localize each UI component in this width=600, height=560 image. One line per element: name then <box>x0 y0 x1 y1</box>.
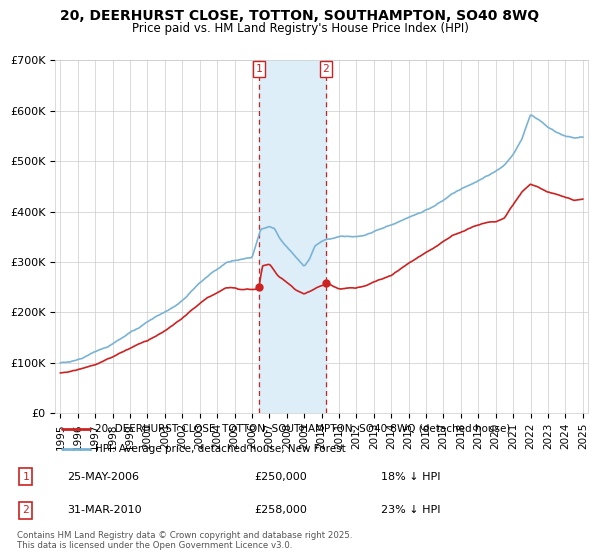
Text: 1: 1 <box>256 64 262 74</box>
Text: 2: 2 <box>22 505 29 515</box>
Text: 18% ↓ HPI: 18% ↓ HPI <box>380 472 440 482</box>
Text: 20, DEERHURST CLOSE, TOTTON, SOUTHAMPTON, SO40 8WQ: 20, DEERHURST CLOSE, TOTTON, SOUTHAMPTON… <box>61 9 539 23</box>
Text: £250,000: £250,000 <box>254 472 307 482</box>
Text: Contains HM Land Registry data © Crown copyright and database right 2025.
This d: Contains HM Land Registry data © Crown c… <box>17 531 352 550</box>
Text: £258,000: £258,000 <box>254 505 307 515</box>
Text: 23% ↓ HPI: 23% ↓ HPI <box>380 505 440 515</box>
Text: HPI: Average price, detached house, New Forest: HPI: Average price, detached house, New … <box>95 444 346 454</box>
Text: Price paid vs. HM Land Registry's House Price Index (HPI): Price paid vs. HM Land Registry's House … <box>131 22 469 35</box>
Text: 20, DEERHURST CLOSE, TOTTON, SOUTHAMPTON, SO40 8WQ (detached house): 20, DEERHURST CLOSE, TOTTON, SOUTHAMPTON… <box>95 424 511 433</box>
Text: 1: 1 <box>22 472 29 482</box>
Text: 25-MAY-2006: 25-MAY-2006 <box>67 472 139 482</box>
Text: 2: 2 <box>323 64 329 74</box>
Bar <box>259 60 326 413</box>
Text: 31-MAR-2010: 31-MAR-2010 <box>67 505 142 515</box>
